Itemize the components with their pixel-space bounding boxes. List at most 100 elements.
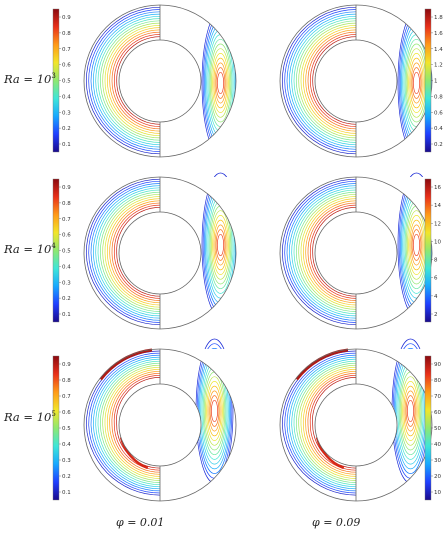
isotherm-line (305, 370, 357, 475)
colorbar-tick-label: 4 (434, 294, 438, 300)
isotherm-line (106, 368, 161, 477)
streamline-loop (214, 62, 227, 104)
colorbar-tick-label: 0.6 (62, 410, 71, 416)
colorbar-tick-label: 60 (434, 410, 441, 416)
colorbar-tick-label: 1 (434, 79, 438, 85)
isotherm-line (307, 372, 357, 473)
isotherm-line (102, 364, 161, 481)
isotherm-line (281, 178, 357, 326)
colorbar-tick-label: 50 (434, 426, 441, 432)
isotherm-line (90, 11, 161, 150)
isotherm-line (97, 360, 161, 486)
outer-mask (160, 177, 280, 329)
isotherm-line (92, 13, 161, 148)
streamline-loop (412, 233, 421, 257)
streamline-loop (399, 371, 422, 451)
inner-cylinder (315, 212, 397, 294)
streamline-loop (205, 376, 224, 446)
colorbar-tick-label: 0.9 (62, 185, 71, 191)
isotherm-line (284, 180, 357, 323)
isotherm-line (104, 196, 161, 308)
isotherm-line (307, 31, 357, 130)
contour-panel-r1-c1 (83, 4, 280, 158)
outer-mask (160, 5, 280, 157)
streamline-loop (409, 57, 424, 109)
streamline-loop (211, 210, 230, 280)
row-label-ra-1e4: Ra = 104 (4, 242, 56, 256)
isotherm-line (300, 366, 357, 479)
colorbar-tick-label: 0.8 (62, 201, 71, 207)
colorbar-tick-label: 30 (434, 458, 441, 464)
colorbar-tick-label: 90 (434, 362, 441, 368)
isotherm-line (295, 191, 357, 312)
colorbar-tick-label: 0.8 (434, 94, 443, 100)
isotherm-line (312, 206, 357, 297)
isotherm-line (293, 18, 357, 143)
colorbar-tick-label: 0.2 (434, 142, 443, 148)
isotherm-line (88, 180, 161, 323)
streamline-loop (410, 62, 423, 104)
isotherm-line (111, 372, 161, 473)
isotherm-line (295, 362, 357, 483)
colorbar-tick-label: 0.2 (62, 296, 71, 302)
streamline-loop (403, 385, 418, 437)
colorbar-gradient (52, 355, 60, 501)
isotherm-line (284, 352, 357, 494)
streamline-loop (406, 399, 415, 423)
colorbar-3: 0.9 0.8 0.7 0.6 0.5 0.4 0.3 0.2 0.1 (52, 178, 71, 323)
colorbar-tick-label: 0.3 (62, 458, 71, 464)
isotherm-line (288, 356, 357, 490)
colorbar-tick-label: 0.3 (62, 110, 71, 116)
colorbar-tick-label: 0.1 (62, 312, 71, 318)
colorbar-tick-label: 1.4 (434, 47, 443, 53)
colorbar-2: 1.8 1.6 1.4 1.2 1 0.8 0.6 0.4 0.2 (424, 8, 443, 153)
isotherm-line (111, 31, 161, 130)
isotherm-line (305, 29, 357, 132)
streamline-loop (208, 390, 221, 432)
colorbar-tick-label: 0.2 (62, 474, 71, 480)
streamline-loop (408, 215, 425, 275)
row-label-ra-1e5: Ra = 105 (4, 410, 56, 424)
colorbar-tick-label: 6 (434, 276, 438, 282)
streamline-loop (402, 381, 419, 441)
streamline-loop (412, 71, 421, 95)
isotherm-line (295, 20, 357, 141)
colorbar-tick-label: 0.5 (62, 426, 71, 432)
isotherm-line (90, 354, 161, 492)
colorbar-tick-label: 20 (434, 474, 441, 480)
isotherm-line (113, 204, 161, 299)
isotherm-line (113, 374, 161, 471)
colorbar-tick-label: 0.5 (62, 249, 71, 255)
isotherm-line (109, 29, 161, 132)
outer-mask (160, 349, 280, 501)
isotherm-line (305, 200, 357, 304)
colorbar-tick-label: 0.7 (62, 394, 71, 400)
streamline-loop (404, 390, 417, 432)
colorbar-tick-label: 0.6 (434, 110, 443, 116)
streamline-loop (212, 215, 229, 275)
streamline-loop (212, 53, 229, 113)
isotherm-line (109, 370, 161, 475)
isotherm-line (109, 200, 161, 304)
isotherm-line (88, 352, 161, 494)
colorbar-tick-label: 0.5 (62, 79, 71, 85)
streamline-loop (209, 43, 232, 123)
isotherm-line (284, 9, 357, 152)
isotherm-line (102, 193, 161, 310)
isotherm-line (102, 22, 161, 139)
colorbar-6: 90 80 70 60 50 40 30 20 10 (424, 355, 441, 501)
isotherm-line (95, 15, 161, 146)
streamline-loop (207, 385, 222, 437)
streamline-loop (215, 67, 226, 99)
colorbar-tick-label: 40 (434, 442, 441, 448)
isotherm-line (302, 198, 357, 306)
streamline-loop (211, 48, 230, 118)
inner-cylinder (315, 384, 397, 466)
streamline-loop (405, 43, 428, 123)
isotherm-line (300, 196, 357, 308)
contour-panel-r1-c2 (279, 4, 444, 158)
isotherm-line (95, 358, 161, 488)
colorbar-tick-label: 12 (434, 221, 441, 227)
isotherm-line (293, 360, 357, 486)
